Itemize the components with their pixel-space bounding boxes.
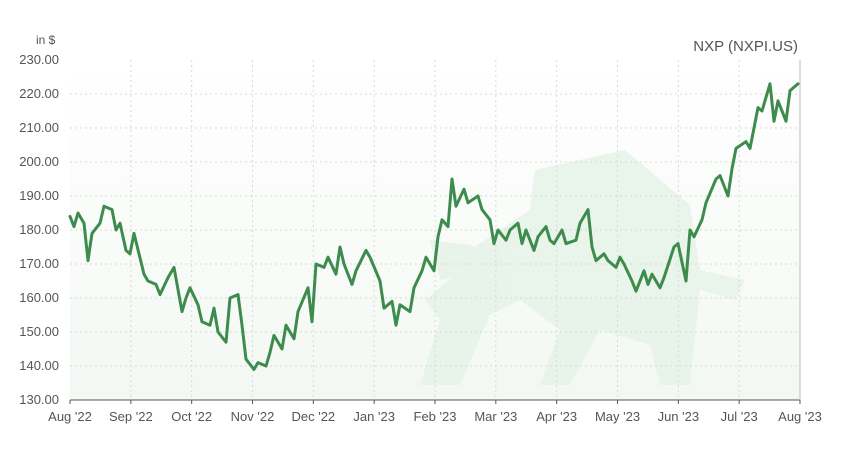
x-tick-label: May '23 [595, 409, 640, 424]
x-tick-label: Nov '22 [231, 409, 275, 424]
y-tick-label: 230.00 [19, 52, 59, 67]
y-axis: 230.00 220.00 210.00 200.00 190.00 180.00 170.… [19, 52, 59, 407]
x-tick-label: Jul '23 [721, 409, 758, 424]
x-tick-label: Sep '22 [109, 409, 153, 424]
x-tick-label: Jan '23 [353, 409, 395, 424]
x-tick-label: Dec '22 [291, 409, 335, 424]
y-tick-label: 200.00 [19, 154, 59, 169]
y-tick-label: 170.00 [19, 256, 59, 271]
y-tick-label: 160.00 [19, 290, 59, 305]
x-tick-label: Mar '23 [474, 409, 517, 424]
y-tick-label: 140.00 [19, 358, 59, 373]
x-tick-label: Aug '22 [48, 409, 92, 424]
x-tick-label: Feb '23 [414, 409, 457, 424]
series-line [68, 82, 800, 371]
x-tick-label: Aug '23 [778, 409, 822, 424]
y-tick-label: 220.00 [19, 86, 59, 101]
grid [70, 60, 800, 400]
x-axis: Aug '22 Sep '22 Oct '22 Nov '22 Dec '22 Jan '… [48, 400, 822, 424]
x-tick-label: Oct '22 [171, 409, 212, 424]
chart-title: NXP (NXPI.US) [693, 38, 798, 55]
y-axis-unit: in $ [36, 33, 56, 47]
x-tick-label: Apr '23 [536, 409, 577, 424]
y-tick-label: 210.00 [19, 120, 59, 135]
y-tick-label: 190.00 [19, 188, 59, 203]
x-tick-label: Jun '23 [658, 409, 700, 424]
y-tick-label: 180.00 [19, 222, 59, 237]
y-tick-label: 150.00 [19, 324, 59, 339]
y-tick-label: 130.00 [19, 392, 59, 407]
bull-watermark [420, 150, 745, 385]
